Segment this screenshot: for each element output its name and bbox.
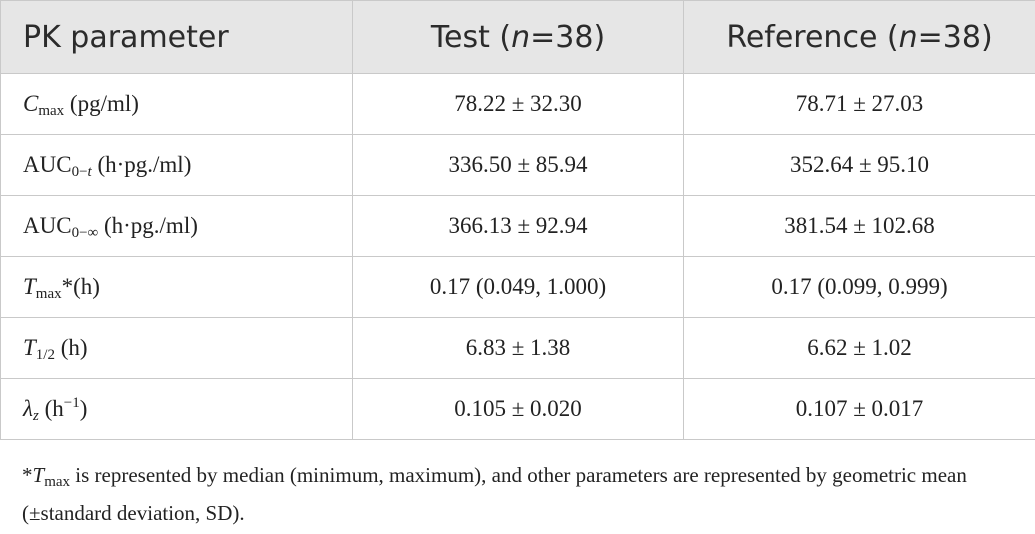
- cell: AUC0−t (h·pg./ml): [0, 134, 353, 196]
- text: *(h): [61, 274, 100, 299]
- header-cell: PK parameter: [0, 0, 353, 74]
- cell: 0.105 ± 0.020: [352, 378, 684, 440]
- text: max: [44, 474, 71, 490]
- text: max: [35, 286, 62, 302]
- text: max: [38, 103, 65, 119]
- cell: 336.50 ± 85.94: [352, 134, 684, 196]
- text: (pg/ml): [64, 91, 139, 116]
- text: (h): [54, 335, 88, 360]
- text: C: [23, 91, 39, 116]
- cell: 78.22 ± 32.30: [352, 73, 684, 135]
- text: PK parameter: [23, 19, 229, 55]
- text: AUC: [23, 152, 72, 177]
- cell: 0.17 (0.049, 1.000): [352, 256, 684, 318]
- cell: AUC0−∞ (h·pg./ml): [0, 195, 353, 257]
- text: t: [87, 164, 92, 180]
- text: Test (: [430, 19, 512, 55]
- cell: 0.17 (0.099, 0.999): [683, 256, 1035, 318]
- cell: 6.83 ± 1.38: [352, 317, 684, 379]
- text: T: [23, 274, 36, 299]
- text: *: [22, 463, 33, 487]
- text: =38): [917, 19, 993, 55]
- text: λ: [23, 396, 33, 421]
- text: ): [79, 396, 88, 421]
- text: (h·pg./ml): [98, 213, 198, 238]
- text: n: [511, 19, 531, 55]
- text: 0−∞: [71, 225, 99, 241]
- header-cell: Reference (n=38): [683, 0, 1035, 74]
- text: T: [23, 335, 36, 360]
- header-row: PK parameter Test (n=38) Reference (n=38…: [0, 0, 1035, 74]
- row: AUC0−∞ (h·pg./ml) 366.13 ± 92.94 381.54 …: [0, 195, 1035, 257]
- text: =38): [530, 19, 606, 55]
- cell: T1/2 (h): [0, 317, 353, 379]
- pk-table: PK parameter Test (n=38) Reference (n=38…: [0, 0, 1035, 440]
- text: z: [32, 408, 39, 424]
- cell: 78.71 ± 27.03: [683, 73, 1035, 135]
- row: T1/2 (h) 6.83 ± 1.38 6.62 ± 1.02: [0, 317, 1035, 379]
- row: λz (h−1) 0.105 ± 0.020 0.107 ± 0.017: [0, 378, 1035, 440]
- cell: 366.13 ± 92.94: [352, 195, 684, 257]
- text: n: [898, 19, 918, 55]
- cell: 0.107 ± 0.017: [683, 378, 1035, 440]
- text: 1/2: [35, 347, 55, 363]
- row: AUC0−t (h·pg./ml) 336.50 ± 85.94 352.64 …: [0, 134, 1035, 196]
- footnote: *Tmax is represented by median (minimum,…: [22, 456, 1022, 532]
- text: −1: [63, 395, 80, 411]
- cell: Tmax*(h): [0, 256, 353, 318]
- text: AUC: [23, 213, 72, 238]
- row: Cmax (pg/ml) 78.22 ± 32.30 78.71 ± 27.03: [0, 73, 1035, 135]
- cell: 381.54 ± 102.68: [683, 195, 1035, 257]
- cell: 6.62 ± 1.02: [683, 317, 1035, 379]
- cell: Cmax (pg/ml): [0, 73, 353, 135]
- text: T: [32, 463, 45, 487]
- text: 0−: [71, 164, 88, 180]
- text: (h: [38, 396, 64, 421]
- cell: 352.64 ± 95.10: [683, 134, 1035, 196]
- cell: λz (h−1): [0, 378, 353, 440]
- row: Tmax*(h) 0.17 (0.049, 1.000) 0.17 (0.099…: [0, 256, 1035, 318]
- text: (h·pg./ml): [91, 152, 192, 177]
- header-cell: Test (n=38): [352, 0, 684, 74]
- text: is represented by median (minimum, maxim…: [22, 463, 967, 525]
- text: Reference (: [726, 19, 899, 55]
